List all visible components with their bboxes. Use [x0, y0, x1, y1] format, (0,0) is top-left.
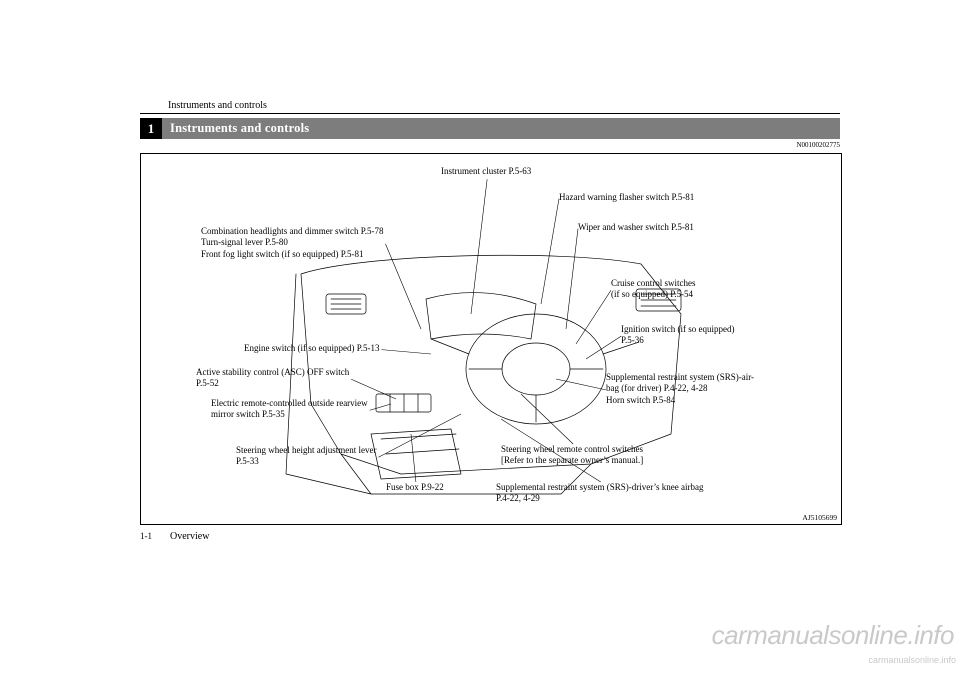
callout-ignition-switch: Ignition switch (if so equipped) P.5-36 — [621, 324, 734, 347]
callout-fuse-box: Fuse box P.9-22 — [386, 482, 444, 493]
callout-cruise-switches: Cruise control switches (if so equipped)… — [611, 278, 696, 301]
document-number: N00100202775 — [140, 141, 840, 149]
running-head: Instruments and controls — [140, 100, 840, 111]
callout-engine-switch: Engine switch (if so equipped) P.5-13 — [244, 343, 379, 354]
dashboard-diagram: Instrument cluster P.5-63 Hazard warning … — [140, 153, 842, 525]
callout-wiper-switch: Wiper and washer switch P.5-81 — [578, 222, 694, 233]
callout-steering-adjust: Steering wheel height adjustment lever P… — [236, 445, 376, 468]
callout-steering-remote: Steering wheel remote control switches [… — [501, 444, 643, 467]
section-title: Instruments and controls — [162, 118, 840, 139]
callout-srs-knee-airbag: Supplemental restraint system (SRS)-driv… — [496, 482, 704, 505]
title-row: 1 Instruments and controls — [140, 118, 840, 139]
manual-page: Instruments and controls 1 Instruments a… — [140, 100, 840, 542]
callout-asc-off: Active stability control (ASC) OFF switc… — [196, 367, 349, 390]
page-footer: 1-1 Overview — [140, 531, 840, 542]
callout-srs-airbag-horn: Supplemental restraint system (SRS)-air-… — [606, 372, 754, 406]
callout-instrument-cluster: Instrument cluster P.5-63 — [441, 166, 531, 177]
watermark-small: carmanualsonline.info — [868, 655, 956, 665]
dashboard-svg — [141, 154, 841, 524]
figure-reference: AJ5105699 — [802, 513, 837, 522]
callout-combo-headlights: Combination headlights and dimmer switch… — [201, 226, 383, 260]
chapter-tab: 1 — [140, 118, 162, 139]
footer-section: Overview — [170, 531, 209, 542]
callout-mirror-switch: Electric remote-controlled outside rearv… — [211, 398, 368, 421]
callout-hazard-switch: Hazard warning flasher switch P.5-81 — [559, 192, 694, 203]
page-number: 1-1 — [140, 531, 152, 541]
top-rule — [140, 113, 840, 114]
watermark-large: carmanualsonline.info — [712, 620, 954, 651]
